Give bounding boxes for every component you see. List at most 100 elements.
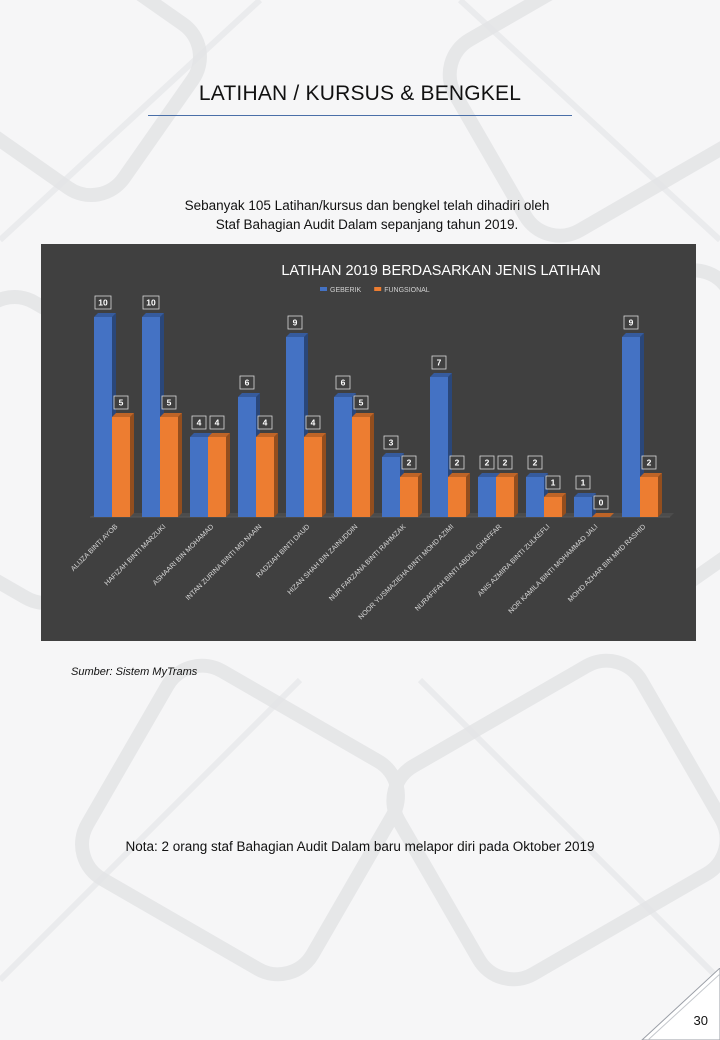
bar-fungsional-4-side — [274, 433, 278, 517]
title-underline — [148, 115, 572, 116]
bar-fungsional-7-front — [400, 477, 418, 517]
data-label-generik-10: 2 — [533, 458, 538, 468]
data-label-box-generik-11 — [575, 475, 591, 490]
bar-generik-10-front — [526, 477, 544, 517]
bar-fungsional-7 — [400, 473, 422, 517]
data-label-box-fungsional-7 — [401, 455, 417, 470]
bar-fungsional-5 — [304, 433, 326, 517]
data-label-box-generik-12 — [623, 315, 639, 330]
bar-chart: LATIHAN 2019 BERDASARKAN JENIS LATIHAN GE… — [70, 263, 674, 621]
category-label-5: RADZIAH BINTI DAUD — [255, 523, 311, 579]
data-label-generik-5: 9 — [293, 318, 298, 328]
category-label-4: INTAN ZURINA BINTI MD NAAIN — [185, 523, 264, 602]
bar-fungsional-1-top — [112, 413, 134, 417]
data-label-generik-2: 10 — [146, 298, 156, 308]
bar-fungsional-11-top — [592, 513, 614, 517]
bar-fungsional-10-front — [544, 497, 562, 517]
bar-fungsional-12-top — [640, 473, 662, 477]
bar-generik-11-front — [574, 497, 592, 517]
bar-generik-3-front — [190, 437, 208, 517]
category-label-11: NOR KAMILA BINTI MOHAMMAD JALI — [508, 523, 600, 615]
bar-generik-8-front — [430, 377, 448, 517]
data-label-box-generik-1 — [94, 295, 112, 310]
bar-fungsional-3 — [208, 433, 230, 517]
bar-generik-7-front — [382, 457, 400, 517]
bar-generik-12-top — [622, 333, 644, 337]
bar-generik-12-front — [622, 337, 640, 517]
data-label-box-fungsional-11 — [593, 495, 609, 510]
data-label-fungsional-4: 4 — [263, 418, 268, 428]
bar-fungsional-10 — [544, 493, 566, 517]
data-label-generik-11: 1 — [581, 478, 586, 488]
footnote: Nota: 2 orang staf Bahagian Audit Dalam … — [125, 839, 595, 854]
data-label-generik-4: 6 — [245, 378, 250, 388]
bar-fungsional-1-front — [112, 417, 130, 517]
bar-fungsional-3-side — [226, 433, 230, 517]
page-corner-fold — [641, 968, 720, 1040]
bar-fungsional-11 — [592, 513, 614, 517]
bar-generik-10-top — [526, 473, 548, 477]
category-label-8: NOOR YUSMAZIEHA BINTI MOHD AZIMI — [358, 523, 456, 621]
bar-fungsional-1 — [112, 413, 134, 517]
data-label-fungsional-3: 4 — [215, 418, 220, 428]
bar-fungsional-5-front — [304, 437, 322, 517]
bar-generik-9-top — [478, 473, 500, 477]
data-label-generik-3: 4 — [197, 418, 202, 428]
bar-generik-5-front — [286, 337, 304, 517]
bar-fungsional-3-top — [208, 433, 230, 437]
bar-fungsional-8-side — [466, 473, 470, 517]
bar-generik-12-side — [640, 333, 644, 517]
data-label-fungsional-7: 2 — [407, 458, 412, 468]
bar-generik-1-front — [94, 317, 112, 517]
bar-fungsional-4-front — [256, 437, 274, 517]
data-label-box-generik-6 — [335, 375, 351, 390]
data-label-box-generik-4 — [239, 375, 255, 390]
legend-label-2: FUNGSIONAL — [384, 287, 430, 294]
bar-fungsional-7-top — [400, 473, 422, 477]
bar-generik-11 — [574, 493, 596, 517]
bar-fungsional-9-front — [496, 477, 514, 517]
data-label-box-generik-7 — [383, 435, 399, 450]
bar-fungsional-10-side — [562, 493, 566, 517]
category-label-7: NUR FARZANA BINTI RAHMZAK — [328, 523, 407, 602]
bar-generik-7-top — [382, 453, 404, 457]
data-label-box-fungsional-2 — [161, 395, 177, 410]
bar-fungsional-1-side — [130, 413, 134, 517]
bar-generik-4-top — [238, 393, 260, 397]
data-label-fungsional-9: 2 — [503, 458, 508, 468]
data-label-fungsional-10: 1 — [551, 478, 556, 488]
data-label-fungsional-1: 5 — [119, 398, 124, 408]
bar-fungsional-8-front — [448, 477, 466, 517]
data-label-box-generik-2 — [142, 295, 160, 310]
legend-label-1: GEBERIK — [330, 287, 361, 294]
data-label-generik-1: 10 — [98, 298, 108, 308]
data-label-fungsional-2: 5 — [167, 398, 172, 408]
bar-fungsional-2-side — [178, 413, 182, 517]
bar-fungsional-5-side — [322, 433, 326, 517]
data-label-generik-8: 7 — [437, 358, 442, 368]
data-label-generik-6: 6 — [341, 378, 346, 388]
category-label-12: MOHD AZHAR BIN MHD RASHID — [567, 523, 647, 603]
legend-swatch-1 — [320, 287, 327, 291]
bar-fungsional-3-front — [208, 437, 226, 517]
data-label-generik-9: 2 — [485, 458, 490, 468]
source-caption: Sumber: Sistem MyTrams — [71, 666, 198, 678]
intro-line-2: Staf Bahagian Audit Dalam sepanjang tahu… — [215, 217, 519, 232]
bar-generik-2-top — [142, 313, 164, 317]
category-label-1: ALIJZA BINTI AYOB — [70, 523, 120, 573]
data-label-box-fungsional-12 — [641, 455, 657, 470]
data-label-box-fungsional-8 — [449, 455, 465, 470]
data-label-box-fungsional-9 — [497, 455, 513, 470]
bar-generik-8-top — [430, 373, 452, 377]
bar-fungsional-8-top — [448, 473, 470, 477]
bar-generik-1-top — [94, 313, 116, 317]
intro-text: Sebanyak 105 Latihan/kursus dan bengkel … — [100, 196, 634, 234]
page-number: 30 — [693, 1013, 708, 1028]
bar-fungsional-9-top — [496, 473, 518, 477]
bar-fungsional-8 — [448, 473, 470, 517]
bar-fungsional-6-front — [352, 417, 370, 517]
bar-fungsional-6-side — [370, 413, 374, 517]
page-title: LATIHAN / KURSUS & BENGKEL — [198, 82, 522, 105]
bar-fungsional-7-side — [418, 473, 422, 517]
data-label-generik-12: 9 — [629, 318, 634, 328]
